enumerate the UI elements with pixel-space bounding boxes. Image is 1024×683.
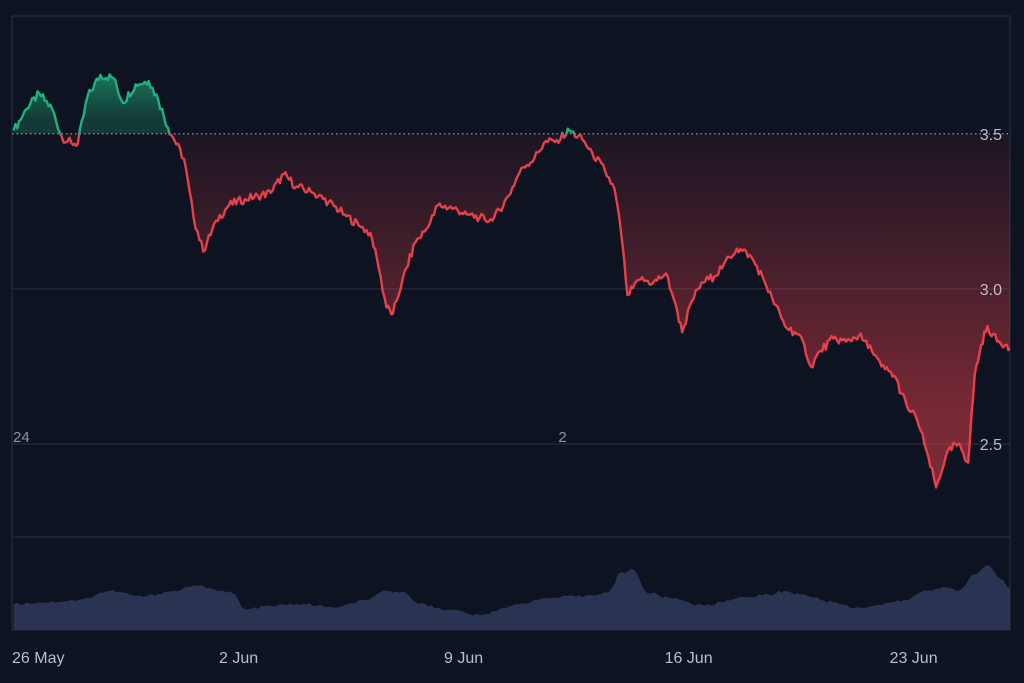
y-tick-label: 2.5 (980, 437, 1002, 454)
x-tick-label: 2 Jun (219, 650, 258, 667)
volume-area (13, 564, 1011, 630)
x-tick-label: 26 May (12, 650, 64, 667)
chart-marker-label: 2 (558, 429, 566, 446)
x-tick-label: 23 Jun (890, 650, 938, 667)
x-axis-ticks: 26 May 2 Jun 9 Jun 16 Jun 23 Jun (12, 650, 938, 667)
y-axis-ticks: 3.5 3.0 2.5 (980, 127, 1002, 454)
above-baseline-fill (13, 74, 1010, 134)
y-tick-label: 3.5 (980, 127, 1002, 144)
price-lines (12, 73, 1010, 489)
x-tick-label: 16 Jun (665, 650, 713, 667)
below-baseline-fill (60, 133, 1010, 488)
price-line-below-baseline (59, 133, 1010, 489)
x-tick-label: 9 Jun (444, 650, 483, 667)
chart-markers: 24 2 (13, 429, 567, 446)
price-area-fills (13, 74, 1010, 488)
chart-marker-label: 24 (13, 429, 30, 446)
y-tick-label: 3.0 (980, 282, 1002, 299)
